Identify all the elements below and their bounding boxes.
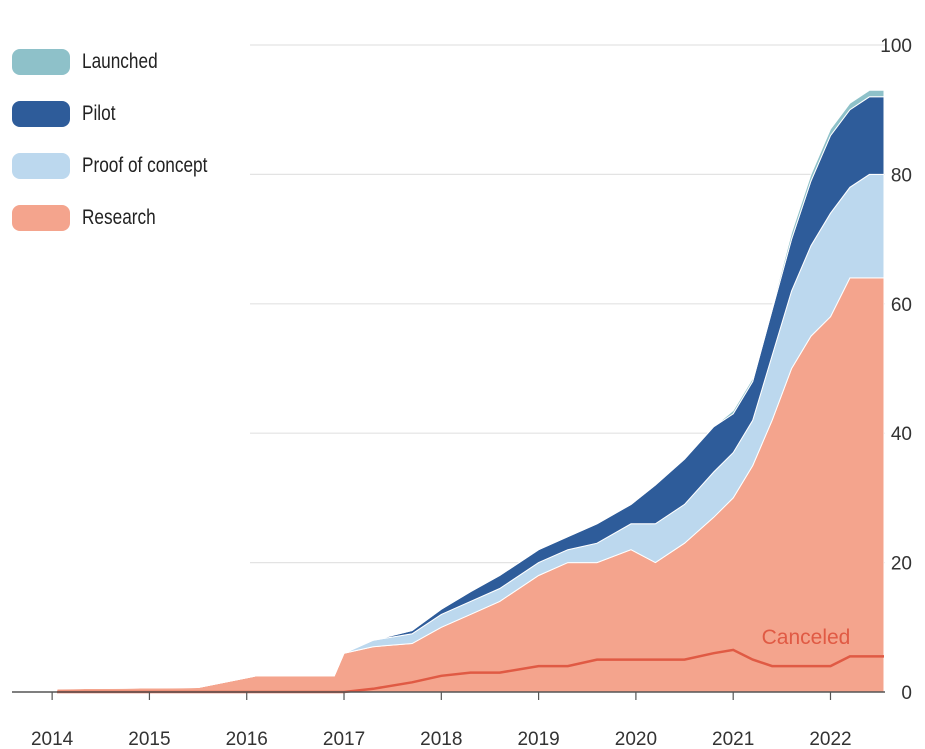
legend-swatch-research [12,205,70,231]
x-tick-label: 2014 [31,729,74,749]
x-tick-label: 2015 [128,729,170,749]
area-research [56,277,885,693]
y-tick-label: 60 [891,295,912,316]
legend-item-launched: Launched [12,36,235,88]
legend-swatch-launched [12,49,70,75]
x-tick-label: 2020 [615,729,657,749]
area-launched [56,89,885,690]
axes: 0 20 40 60 80 100 2014 2015 2016 2017 2018 2019 2020… [12,36,912,749]
x-tick-label: 2016 [226,729,268,749]
y-tick-label: 40 [891,424,912,445]
legend-label-research: Research [82,206,156,229]
y-tick-label: 0 [901,683,912,704]
x-tick-label: 2018 [420,729,462,749]
legend-label-launched: Launched [82,50,158,73]
legend-swatch-pilot [12,101,70,127]
legend-item-research: Research [12,192,235,244]
legend-label-proof-of-concept: Proof of concept [82,154,208,177]
y-tick-label: 100 [880,36,912,57]
legend-label-pilot: Pilot [82,102,116,125]
legend: Launched Pilot Proof of concept Research [12,36,235,244]
x-tick-label: 2019 [517,729,559,749]
y-tick-label: 20 [891,554,912,575]
x-tick-label: 2022 [809,729,851,749]
legend-item-pilot: Pilot [12,88,235,140]
y-tick-label: 80 [891,165,912,186]
x-tick-label: 2017 [323,729,365,749]
legend-swatch-proof-of-concept [12,153,70,179]
canceled-label: Canceled [762,626,851,649]
legend-item-proof-of-concept: Proof of concept [12,140,235,192]
x-tick-label: 2021 [712,729,754,749]
